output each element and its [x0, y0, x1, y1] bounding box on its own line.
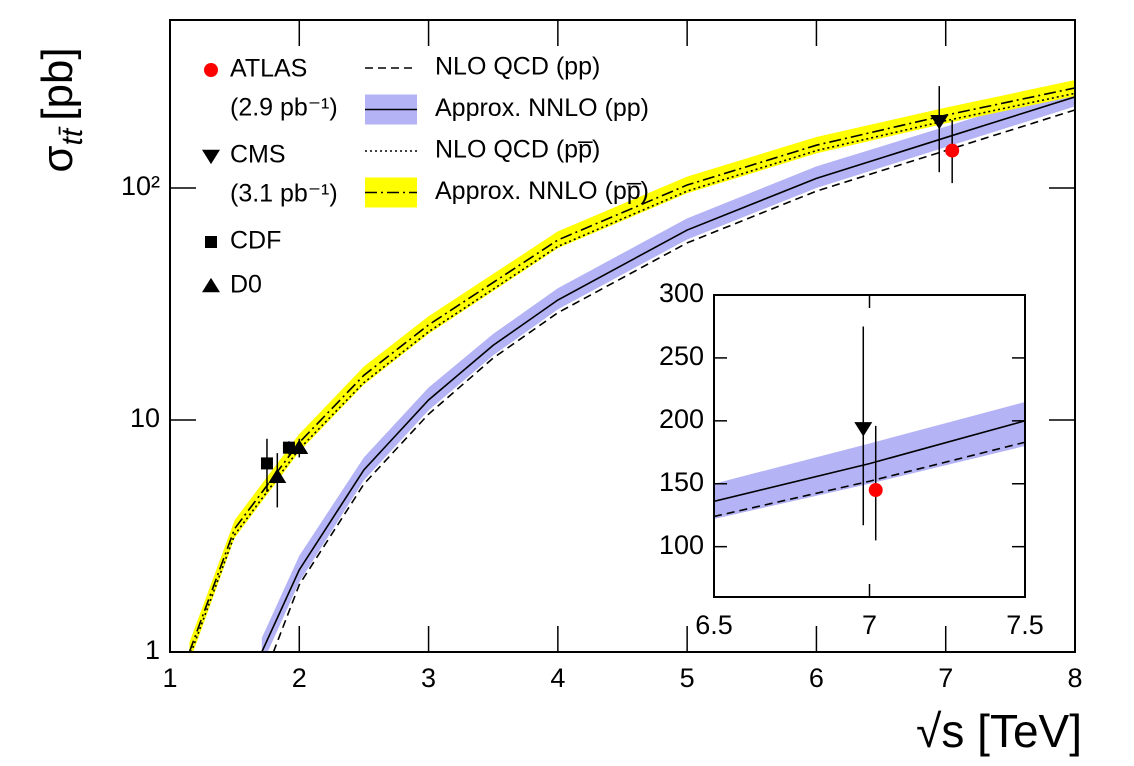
legend-marker: [202, 277, 220, 293]
y-tick-label: 10: [130, 403, 160, 433]
line: [714, 441, 1025, 518]
x-tick-label: 3: [421, 663, 436, 693]
x-tick-label: 7: [862, 610, 877, 640]
point: [945, 143, 960, 158]
x-axis-title: √s [TeV]: [916, 705, 1082, 757]
x-tick-label: 6: [809, 663, 824, 693]
legend-marker: [205, 236, 217, 248]
x-tick-label: 8: [1067, 663, 1082, 693]
x-tick-label: 7.5: [1006, 610, 1044, 640]
x-tick-label: 1: [162, 663, 177, 693]
legend-label: Approx. NNLO (pp): [435, 94, 649, 122]
legend-label: D0: [230, 271, 262, 299]
plot-layer: [714, 326, 1025, 541]
line: [714, 420, 1025, 503]
line: [272, 109, 1075, 652]
legend-label: Approx. NNLO (pp̅): [435, 177, 649, 205]
x-tick-label: 2: [292, 663, 307, 693]
legend-note: (2.9 pb⁻¹): [230, 94, 338, 122]
point: [854, 422, 873, 437]
band: [189, 80, 1075, 652]
point: [282, 441, 295, 454]
point: [290, 439, 309, 454]
y-tick-label: 100: [659, 530, 704, 560]
point: [868, 483, 883, 498]
y-tick-label: 200: [659, 404, 704, 434]
legend-label: NLO QCD (pp̅): [435, 136, 600, 164]
legend-label: CDF: [230, 227, 281, 255]
y-tick-label: 300: [659, 278, 704, 308]
legend-marker: [204, 63, 218, 77]
line: [261, 96, 1075, 652]
legend-label: CMS: [230, 141, 286, 169]
y-axis-subscript: tt̄: [56, 126, 89, 146]
line: [190, 92, 1075, 652]
y-tick-label: 1: [145, 635, 160, 665]
point: [260, 457, 273, 470]
x-tick-label: 6.5: [695, 610, 733, 640]
legend-note: (3.1 pb⁻¹): [230, 180, 338, 208]
x-tick-label: 5: [680, 663, 695, 693]
y-axis-title: σtt̄ [pb]: [33, 47, 89, 172]
legend-label: NLO QCD (pp): [435, 53, 600, 81]
legend-label: ATLAS: [230, 55, 307, 83]
point: [930, 114, 949, 130]
legend-marker: [202, 149, 220, 165]
y-tick-label: 10²: [121, 171, 160, 201]
plot-layer: [188, 80, 1075, 652]
y-tick-label: 150: [659, 467, 704, 497]
x-tick-label: 7: [938, 663, 953, 693]
y-tick-label: 250: [659, 341, 704, 371]
band: [714, 401, 1025, 519]
point: [268, 468, 287, 483]
frame: [169, 19, 1076, 653]
y-axis-symbol: σ: [33, 145, 82, 172]
y-axis-unit: [pb]: [33, 47, 82, 120]
x-tick-label: 4: [550, 663, 565, 693]
